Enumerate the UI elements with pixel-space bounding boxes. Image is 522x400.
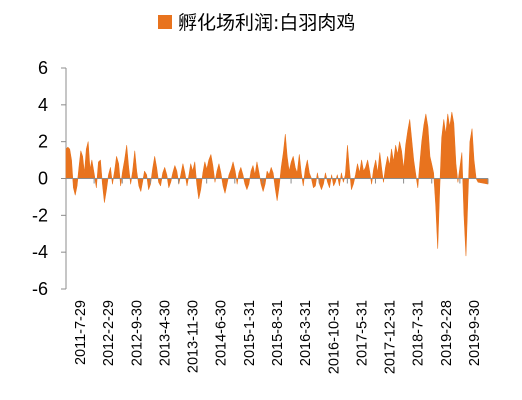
x-tick-label: 2014-6-30 bbox=[214, 300, 230, 366]
y-tick-label: 4 bbox=[38, 95, 48, 115]
y-axis: 6 4 2 0 -2 -4 -6 bbox=[32, 58, 67, 299]
x-tick-label: 2016-10-31 bbox=[326, 300, 342, 374]
x-tick-label: 2012-9-30 bbox=[129, 300, 145, 366]
x-axis: 2011-7-29 2012-2-29 2012-9-30 2013-4-30 2013… bbox=[66, 178, 489, 374]
legend-swatch bbox=[158, 15, 172, 29]
series-area bbox=[65, 111, 489, 257]
x-tick-label: 2015-8-31 bbox=[270, 300, 286, 366]
x-tick-label: 2011-7-29 bbox=[73, 300, 89, 365]
x-tick-label: 2019-2-28 bbox=[439, 300, 455, 366]
x-tick-label: 2015-1-31 bbox=[242, 300, 258, 366]
y-tick-label: 2 bbox=[38, 132, 48, 152]
legend-label: 孵化场利润:白羽肉鸡 bbox=[178, 12, 355, 34]
x-tick-label: 2013-11-30 bbox=[186, 300, 202, 373]
series-area-fill bbox=[65, 111, 489, 257]
legend: 孵化场利润:白羽肉鸡 bbox=[158, 12, 355, 34]
x-tick-label: 2018-7-31 bbox=[411, 300, 427, 366]
y-tick-label: -2 bbox=[32, 205, 48, 225]
y-tick-label: -4 bbox=[32, 242, 48, 262]
x-tick-label: 2019-9-30 bbox=[467, 300, 483, 366]
x-tick-label: 2016-3-31 bbox=[298, 300, 314, 366]
y-tick-label: 0 bbox=[38, 169, 48, 189]
x-tick-label: 2017-12-31 bbox=[383, 300, 399, 374]
y-tick-label: 6 bbox=[38, 58, 48, 78]
x-tick-label: 2013-4-30 bbox=[157, 300, 173, 366]
y-tick-label: -6 bbox=[32, 279, 48, 299]
x-tick-label: 2012-2-29 bbox=[101, 300, 117, 366]
x-tick-label: 2017-5-31 bbox=[354, 300, 370, 366]
